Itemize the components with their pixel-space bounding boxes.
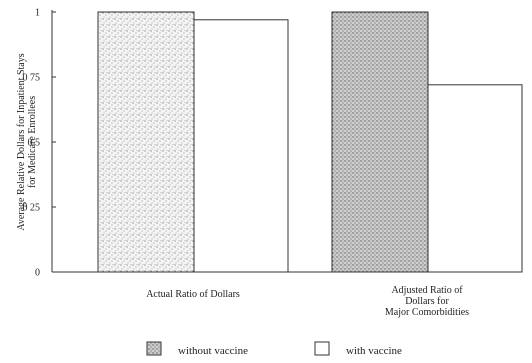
category-label: Actual Ratio of Dollars xyxy=(146,289,240,300)
legend-label: with vaccine xyxy=(346,345,402,357)
y-axis-title: Average Relative Dollars for Inpatient S… xyxy=(16,53,38,230)
bar-with-vaccine xyxy=(427,84,523,273)
category-label: Adjusted Ratio of xyxy=(391,285,463,296)
legend-swatch xyxy=(314,341,330,356)
bar-without-vaccine xyxy=(331,11,429,273)
y-axis-title-line: for Medicare Enrollees xyxy=(27,96,38,188)
y-axis-title-line: Average Relative Dollars for Inpatient S… xyxy=(16,53,27,230)
legend-label: without vaccine xyxy=(178,345,248,357)
y-tick-label: 0 xyxy=(35,268,40,279)
bar-with-vaccine xyxy=(193,19,289,273)
category-label: Major Comorbidities xyxy=(385,307,469,318)
bar-without-vaccine xyxy=(97,11,195,273)
y-tick-label: 0 75 xyxy=(23,73,41,84)
y-tick-label: 1 xyxy=(35,8,40,19)
y-tick-label: 0 5 xyxy=(28,138,41,149)
y-tick-label: 0 25 xyxy=(23,203,41,214)
legend-swatch xyxy=(146,341,162,356)
category-label: Dollars for xyxy=(405,296,449,307)
